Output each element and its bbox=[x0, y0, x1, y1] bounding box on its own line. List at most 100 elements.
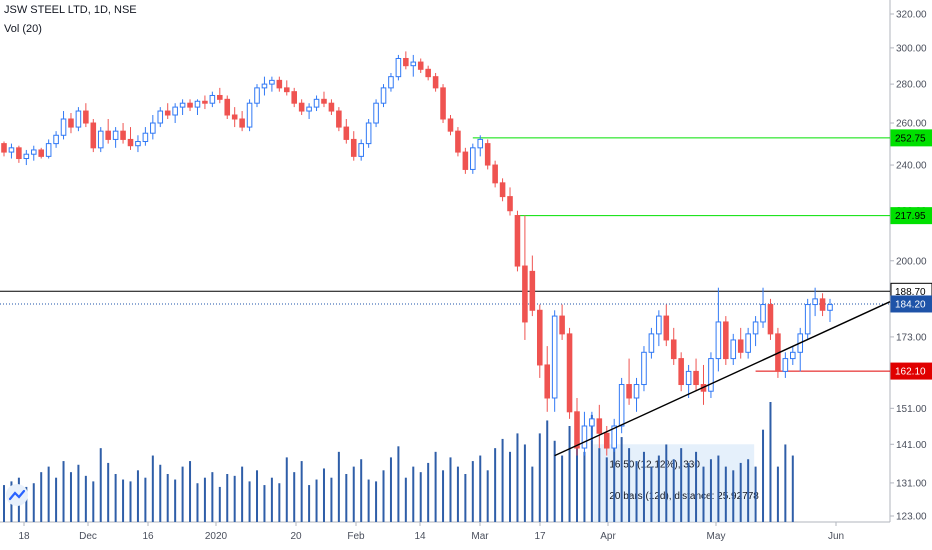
volume-bar-80 bbox=[598, 448, 601, 522]
volume-label[interactable]: Vol (20) bbox=[4, 23, 42, 35]
volume-bar-79 bbox=[590, 414, 593, 522]
volume-bar-40 bbox=[300, 461, 303, 522]
volume-bar-90 bbox=[672, 459, 675, 522]
candle-body-85 bbox=[633, 384, 640, 399]
volume-bar-84 bbox=[628, 448, 631, 522]
candle-body-50 bbox=[373, 102, 379, 124]
tradingview-logo-icon[interactable] bbox=[6, 484, 28, 506]
volume-bar-87 bbox=[650, 466, 653, 522]
candle-body-57 bbox=[425, 68, 431, 78]
candle-body-87 bbox=[648, 333, 655, 353]
volume-bar-30 bbox=[226, 474, 229, 522]
volume-bar-31 bbox=[233, 475, 236, 522]
candle-body-7 bbox=[53, 134, 59, 145]
candle-body-111 bbox=[827, 304, 833, 311]
level-label-bg-resistance-252 bbox=[890, 129, 932, 147]
candle-body-99 bbox=[737, 339, 744, 353]
volume-bar-92 bbox=[687, 462, 690, 522]
volume-bar-91 bbox=[680, 448, 683, 522]
volume-bar-10 bbox=[77, 464, 80, 522]
candle-body-79 bbox=[589, 418, 595, 427]
volume-bar-60 bbox=[449, 457, 452, 522]
candle-body-49 bbox=[365, 122, 372, 145]
candle-body-48 bbox=[358, 143, 364, 157]
candle-body-68 bbox=[507, 196, 513, 212]
volume-bar-72 bbox=[538, 433, 541, 522]
volume-bar-64 bbox=[479, 455, 482, 522]
candle-body-18 bbox=[135, 141, 141, 147]
price-axis[interactable]: 320.00300.00280.00260.00240.00220.00200.… bbox=[890, 10, 932, 523]
volume-bar-73 bbox=[546, 420, 549, 522]
candle-body-76 bbox=[566, 333, 573, 413]
volume-bar-21 bbox=[159, 464, 162, 522]
volume-bar-45 bbox=[337, 451, 340, 522]
candle-body-51 bbox=[380, 87, 387, 104]
volume-bar-99 bbox=[739, 462, 742, 522]
volume-bar-42 bbox=[315, 479, 318, 522]
volume-bar-38 bbox=[285, 457, 288, 522]
volume-bar-105 bbox=[784, 444, 787, 522]
y-tick-label: 123.00 bbox=[896, 512, 927, 523]
candle-body-13 bbox=[97, 130, 104, 149]
x-tick-label: 18 bbox=[18, 531, 30, 542]
candle-body-55 bbox=[410, 61, 417, 67]
volume-bar-34 bbox=[256, 470, 259, 522]
volume-bar-102 bbox=[762, 429, 765, 522]
volume-bar-81 bbox=[605, 457, 608, 522]
volume-bar-53 bbox=[397, 446, 400, 522]
time-axis[interactable]: 18 Dec 16 2020 20 Feb 14 Mar 17 Apr May Jun bbox=[18, 522, 844, 542]
candle-body-26 bbox=[194, 100, 201, 108]
candle-body-110 bbox=[819, 298, 826, 311]
measure-line2: 20 bars (12d), distance: 25.92778 bbox=[609, 491, 759, 502]
level-label-bg-support bbox=[890, 362, 932, 380]
level-label-bg-current-price bbox=[890, 295, 932, 313]
candle-body-52 bbox=[388, 76, 394, 89]
level-label-resistance-217: 217.95 bbox=[895, 211, 926, 222]
volume-bar-14 bbox=[107, 462, 110, 522]
volume-bar-8 bbox=[62, 461, 65, 522]
volume-bar-37 bbox=[278, 483, 281, 522]
candle-body-103 bbox=[767, 304, 774, 335]
volume-bar-49 bbox=[367, 479, 370, 522]
candle-body-2 bbox=[16, 147, 22, 160]
y-tick-label: 240.00 bbox=[896, 161, 927, 172]
volume-bar-68 bbox=[509, 451, 512, 522]
volume-bar-98 bbox=[732, 470, 735, 522]
volume-bar-61 bbox=[456, 466, 459, 522]
candle-body-43 bbox=[321, 98, 327, 104]
candle-body-41 bbox=[306, 106, 312, 112]
volume-bar-70 bbox=[523, 444, 526, 522]
candle-body-66 bbox=[492, 164, 498, 184]
volume-bar-97 bbox=[724, 466, 727, 522]
candle-body-25 bbox=[187, 102, 193, 108]
volume-bar-82 bbox=[613, 440, 616, 522]
volume-bar-44 bbox=[330, 477, 333, 522]
x-tick-label: 14 bbox=[414, 531, 426, 542]
candle-body-84 bbox=[626, 384, 632, 399]
candle-body-64 bbox=[477, 138, 484, 149]
volume-bar-15 bbox=[114, 474, 117, 522]
volume-bar-104 bbox=[776, 466, 779, 522]
candle-body-19 bbox=[142, 132, 149, 143]
symbol-title[interactable]: JSW STEEL LTD, 1D, NSE bbox=[4, 4, 137, 16]
volume-bar-96 bbox=[717, 455, 720, 522]
volume-bar-32 bbox=[241, 466, 244, 522]
level-label-current-price: 184.20 bbox=[895, 299, 926, 310]
level-label-support: 162.10 bbox=[895, 367, 926, 378]
volume-bar-17 bbox=[129, 481, 132, 522]
candle-body-22 bbox=[164, 110, 171, 116]
volume-bar-4 bbox=[32, 483, 35, 522]
x-tick-label: 17 bbox=[534, 531, 546, 542]
candle-body-8 bbox=[60, 118, 67, 136]
candle-body-78 bbox=[581, 425, 588, 449]
trendline bbox=[554, 301, 891, 457]
candle-body-101 bbox=[752, 321, 759, 335]
candle-body-80 bbox=[596, 418, 603, 434]
price-levels bbox=[0, 137, 890, 372]
candle-body-77 bbox=[574, 411, 580, 449]
candle-body-96 bbox=[715, 321, 722, 360]
candle-body-53 bbox=[395, 57, 402, 78]
volume-bar-48 bbox=[360, 459, 363, 522]
candle-body-46 bbox=[343, 126, 350, 140]
